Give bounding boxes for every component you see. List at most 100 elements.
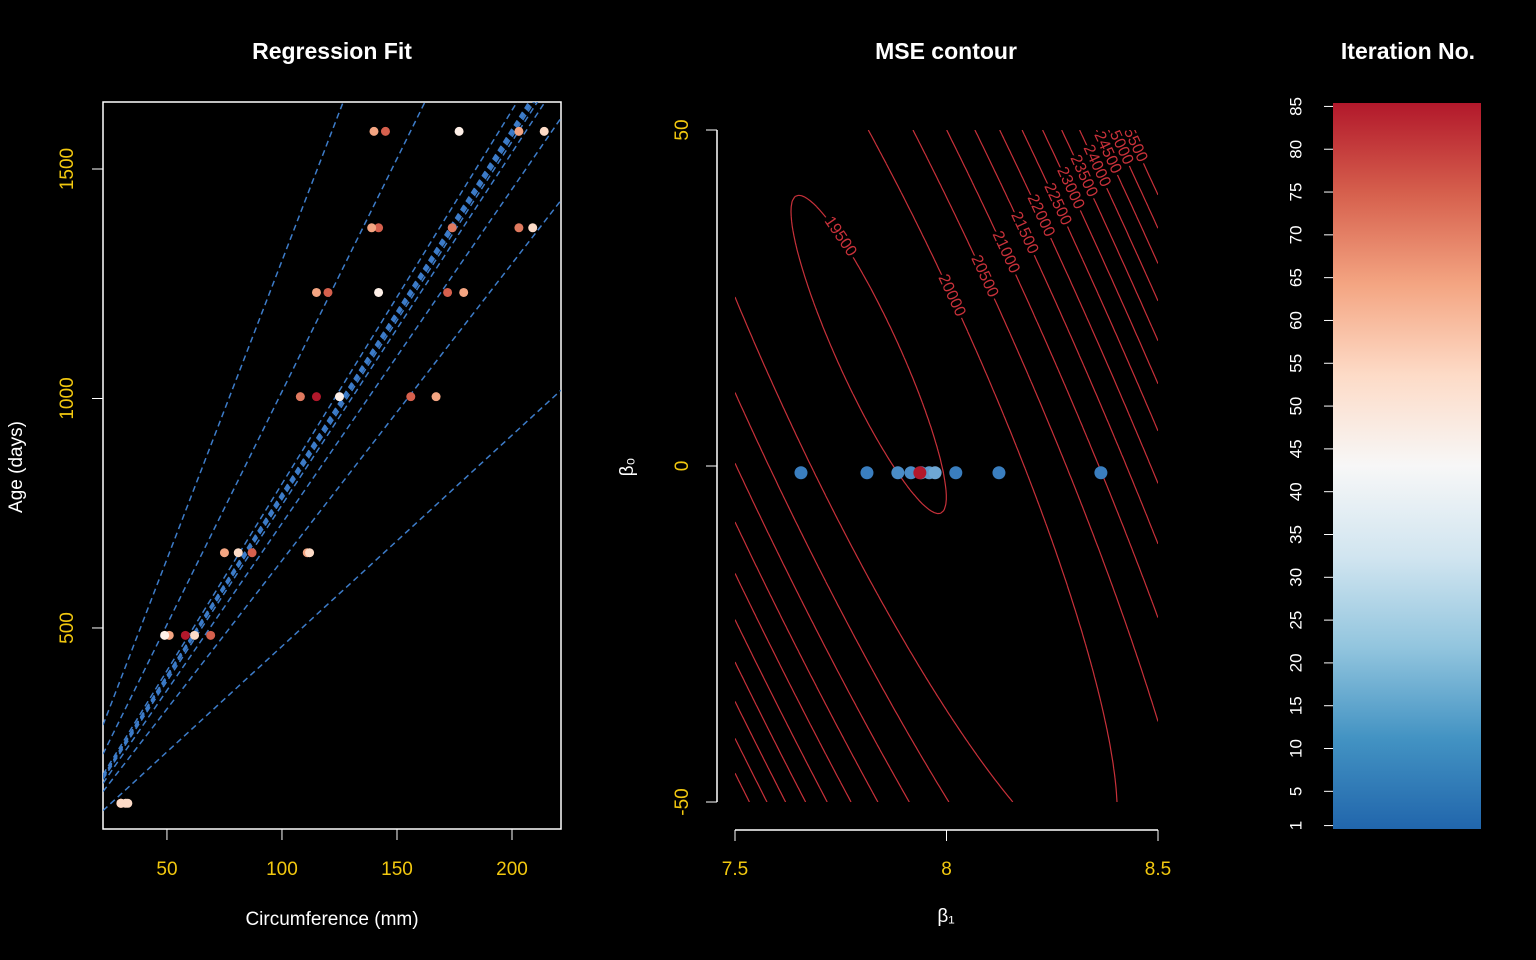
x-tick-label: 8 <box>941 859 952 880</box>
point <box>528 223 538 233</box>
contour-line <box>735 130 1158 802</box>
fit-line <box>103 102 536 778</box>
iteration-point <box>891 466 905 480</box>
contour-label: 19500 <box>821 213 860 259</box>
point <box>369 126 379 136</box>
x-tick-label: 100 <box>266 859 298 880</box>
point <box>323 287 333 297</box>
x-tick-label: 200 <box>496 859 528 880</box>
y-tick-label: 70 <box>1286 225 1305 244</box>
y-tick-label: 0 <box>672 461 693 472</box>
point <box>514 126 524 136</box>
y-tick-label: 80 <box>1286 140 1305 159</box>
iteration-point <box>860 466 874 480</box>
y-tick-label: 50 <box>672 119 693 140</box>
fit-line <box>103 102 539 779</box>
point <box>233 548 243 558</box>
point <box>431 392 441 402</box>
point <box>180 630 190 640</box>
fit-line <box>103 102 534 778</box>
colorbar <box>1333 103 1481 829</box>
chart-title: Iteration No. <box>1341 38 1475 64</box>
point <box>160 630 170 640</box>
contour-line <box>790 194 947 515</box>
point <box>454 126 464 136</box>
chart-title: MSE contour <box>875 38 1017 64</box>
fit-line <box>103 102 344 726</box>
point <box>334 392 344 402</box>
y-tick-label: 500 <box>57 612 78 644</box>
point <box>295 392 305 402</box>
contour-line <box>735 130 1158 802</box>
point <box>459 287 469 297</box>
point <box>247 548 257 558</box>
iteration-point <box>913 466 927 480</box>
iteration-point <box>904 466 918 480</box>
fit-line <box>103 389 561 812</box>
contour-line <box>1112 130 1158 229</box>
point <box>514 223 524 233</box>
contour-line <box>735 130 1158 802</box>
x-tick-label: 7.5 <box>722 859 748 880</box>
y-tick-label: 40 <box>1286 482 1305 501</box>
contour-line <box>735 130 1158 802</box>
y-tick-label: 1500 <box>57 148 78 190</box>
contour-line <box>735 130 1158 802</box>
point <box>539 126 549 136</box>
iteration-point <box>1094 466 1108 480</box>
y-tick-label: 75 <box>1286 183 1305 202</box>
contour-line <box>1127 130 1158 196</box>
y-axis-label: Age (days) <box>6 421 27 513</box>
point <box>305 548 315 558</box>
iteration-point <box>794 466 808 480</box>
fit-line <box>103 102 531 778</box>
x-axis-label: β₁ <box>937 906 954 927</box>
plot-area <box>103 102 561 812</box>
y-tick-label: -50 <box>672 788 693 815</box>
point <box>374 223 384 233</box>
fit-line <box>103 102 426 755</box>
point <box>311 287 321 297</box>
iteration-point <box>949 466 963 480</box>
y-axis-label: β₀ <box>617 458 638 477</box>
y-tick-label: 65 <box>1286 268 1305 287</box>
y-tick-label: 1000 <box>57 377 78 419</box>
fit-line <box>103 102 533 778</box>
iteration-point <box>928 466 942 480</box>
point <box>190 630 200 640</box>
contour-line <box>735 130 1158 802</box>
x-tick-label: 50 <box>156 859 177 880</box>
contour-label: 20500 <box>967 253 1001 301</box>
contour-line <box>735 130 1158 802</box>
y-tick-label: 85 <box>1286 97 1305 116</box>
y-tick-label: 15 <box>1286 696 1305 715</box>
contour-label: 21000 <box>989 229 1023 277</box>
fit-line <box>103 117 561 784</box>
contour-line <box>735 130 1158 802</box>
y-tick-label: 30 <box>1286 568 1305 587</box>
point <box>447 223 457 233</box>
point <box>374 287 384 297</box>
contour-line <box>735 130 1118 802</box>
y-tick-label: 55 <box>1286 354 1305 373</box>
fit-line <box>103 102 518 775</box>
x-tick-label: 150 <box>381 859 413 880</box>
plot-area: 1950020000205002100021500220002250023000… <box>735 130 1158 802</box>
y-tick-label: 50 <box>1286 397 1305 416</box>
x-axis-label: Circumference (mm) <box>245 909 418 930</box>
y-tick-label: 1 <box>1286 821 1305 830</box>
chart-title: Regression Fit <box>252 38 412 64</box>
point <box>443 287 453 297</box>
x-tick-label: 8.5 <box>1145 859 1171 880</box>
point <box>406 392 416 402</box>
point <box>367 223 377 233</box>
point <box>380 126 390 136</box>
fit-line <box>103 199 561 792</box>
y-tick-label: 45 <box>1286 439 1305 458</box>
contour-label: 20000 <box>934 272 968 320</box>
point <box>206 630 216 640</box>
iteration-point <box>992 466 1006 480</box>
point <box>311 392 321 402</box>
plot-frame <box>102 101 562 830</box>
